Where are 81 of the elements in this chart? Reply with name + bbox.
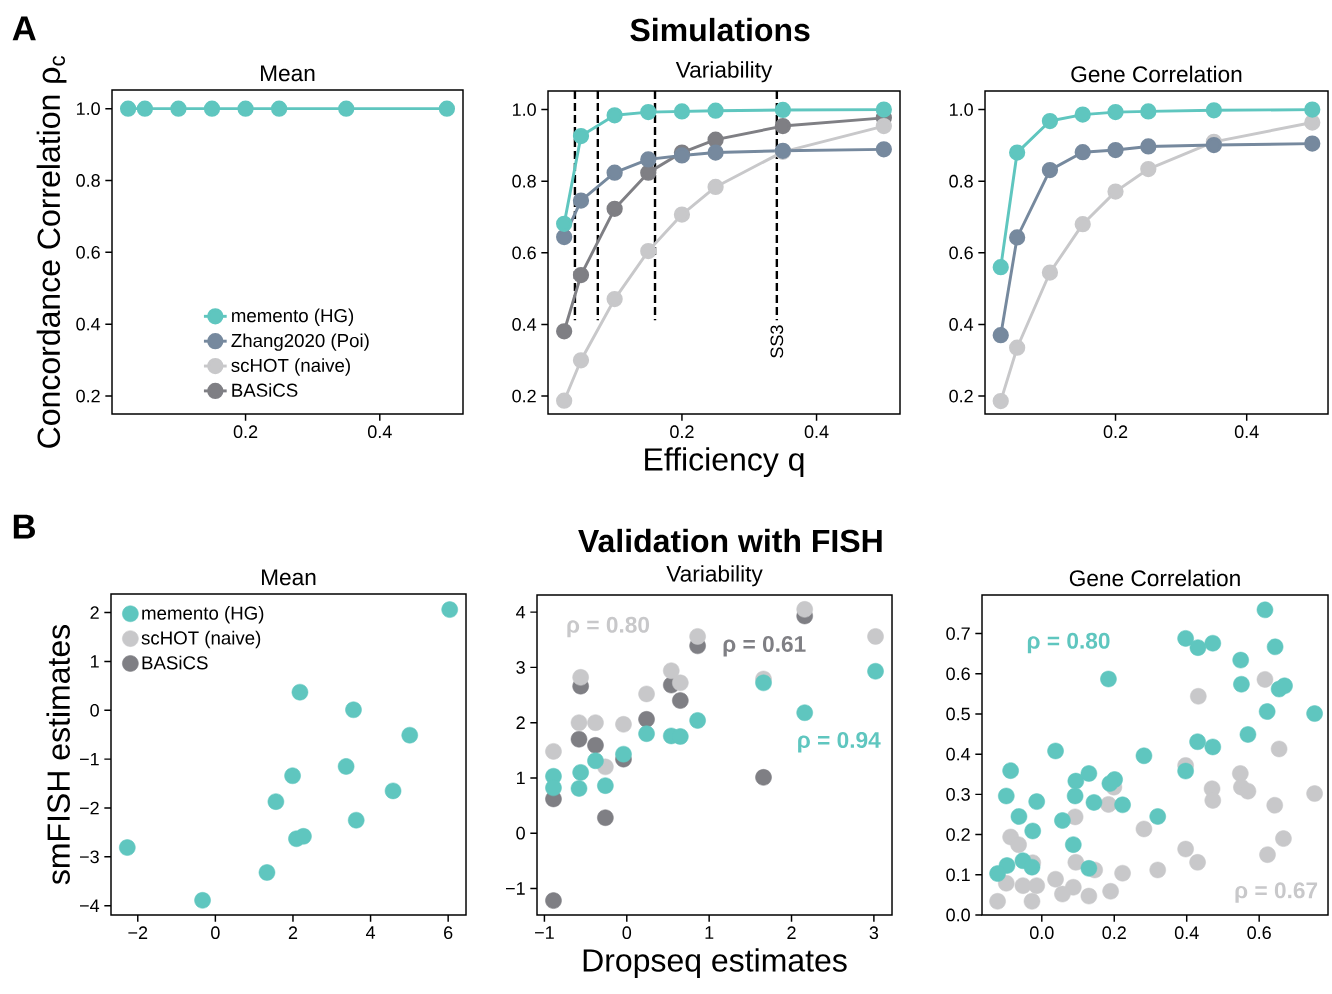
annotation: ρ = 0.61 (723, 635, 806, 657)
chart-title: Mean (262, 569, 316, 586)
text: Simulations (630, 17, 810, 42)
legend-label: BASiCS (142, 655, 208, 670)
y-tick-label: 1.0 (76, 102, 100, 116)
y-tick-label: 0.4 (512, 318, 537, 331)
legend-label: scHOT (naive) (141, 630, 261, 649)
y-tick-label: −1 (505, 882, 525, 895)
annotation: ρ = 0.80 (1027, 632, 1110, 654)
y-tick-label: 2 (90, 606, 99, 619)
y-tick-label: 0.1 (946, 868, 970, 882)
x-tick-label: 0.4 (1174, 926, 1199, 940)
text: A (12, 16, 36, 41)
y-tick-label: 0.2 (949, 389, 973, 403)
y-tick-label: 1.0 (949, 103, 973, 116)
x-tick-label: 2 (787, 926, 796, 939)
legend-label: BASiCS (232, 383, 298, 397)
y-tick-label: 1 (517, 771, 525, 785)
y-axis-title: smFISH estimates (46, 624, 70, 885)
y-tick-label: 0.2 (512, 389, 536, 403)
legend-label: Zhang2020 (Poi) (231, 333, 369, 351)
y-tick-label: 0.0 (946, 908, 970, 922)
y-tick-label: 1.0 (512, 103, 536, 116)
y-tick-label: 1 (91, 655, 99, 668)
y-tick-label: 0.6 (949, 246, 973, 260)
legend-label: scHOT (naive) (231, 358, 350, 376)
y-tick-label: 0.8 (512, 174, 536, 188)
x-tick-label: 4 (365, 926, 376, 939)
x-tick-label: 1 (705, 926, 714, 939)
x-tick-label: 0.4 (804, 425, 829, 439)
legend-label: memento (HG) (232, 308, 354, 326)
y-tick-label: 0.3 (946, 788, 970, 801)
x-tick-label: 0 (211, 926, 220, 940)
x-tick-label: 6 (444, 926, 453, 940)
legend-label: memento (HG) (142, 606, 264, 624)
ref-line-label: SS3 (770, 325, 784, 358)
text: B (13, 514, 35, 539)
y-tick-label: 0.2 (946, 828, 970, 841)
y-tick-label: 0.2 (76, 389, 100, 403)
y-tick-label: 0.5 (946, 707, 970, 721)
y-tick-label: −2 (79, 801, 99, 815)
x-axis-title: Efficiency q (645, 447, 804, 478)
x-tick-label: 3 (869, 926, 879, 940)
y-tick-label: 4 (516, 605, 526, 619)
y-tick-label: 0.6 (512, 246, 536, 260)
annotation: ρ = 0.94 (798, 731, 881, 753)
x-tick-label: 0.6 (1247, 926, 1271, 940)
x-tick-label: 0.4 (367, 425, 392, 439)
y-tick-label: 0 (90, 703, 99, 717)
y-tick-label: 0.6 (76, 245, 100, 259)
x-tick-label: 0.2 (233, 425, 258, 439)
y-tick-label: 2 (516, 716, 525, 729)
chart-title: Variability (675, 61, 773, 83)
y-tick-label: −3 (79, 850, 99, 864)
x-tick-label: 0.4 (1234, 425, 1259, 439)
y-tick-label: 0.4 (949, 318, 974, 331)
y-tick-label: 0 (516, 826, 525, 840)
x-tick-label: −1 (535, 926, 554, 939)
x-tick-label: 0.2 (1102, 926, 1126, 940)
y-tick-label: −1 (79, 752, 99, 766)
chart-title: Gene Correlation (1069, 569, 1240, 587)
x-tick-label: 0.0 (1029, 926, 1054, 940)
y-tick-label: 0.4 (76, 317, 101, 331)
y-tick-label: −4 (79, 899, 100, 912)
x-tick-label: 0 (622, 926, 632, 940)
x-tick-label: 2 (288, 926, 298, 939)
y-tick-label: 0.6 (946, 667, 970, 681)
x-axis-title: Dropseq estimates (583, 948, 847, 979)
x-tick-label: 0.2 (1103, 425, 1128, 439)
chart-title: Variability (666, 565, 763, 587)
x-tick-label: −2 (128, 926, 148, 939)
y-axis-title: Concordance Correlation ρ$_{c}$ (36, 55, 67, 448)
y-tick-label: 0.7 (946, 627, 970, 640)
chart-title: Gene Correlation (1071, 65, 1242, 83)
text: Validation with FISH (578, 528, 882, 553)
y-tick-label: 0.8 (76, 174, 100, 187)
y-tick-label: 3 (516, 661, 525, 674)
y-tick-label: 0.4 (946, 747, 971, 761)
chart-title: Mean (261, 65, 315, 82)
y-tick-label: 0.8 (949, 174, 973, 188)
x-tick-label: 0.2 (670, 425, 694, 439)
